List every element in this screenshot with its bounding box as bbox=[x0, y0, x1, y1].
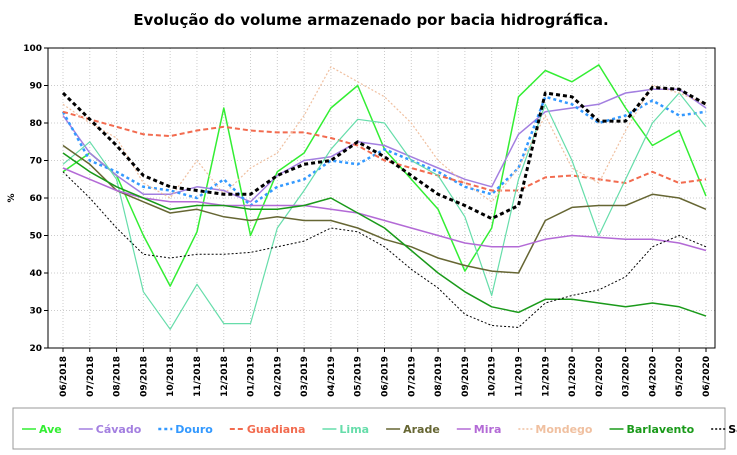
legend: Ave Cávado Douro Guadiana Lima Arade Mira Monde… bbox=[22, 423, 737, 436]
legend-label: Barlavento bbox=[626, 423, 694, 436]
x-tick-label: 11/2019 bbox=[514, 356, 524, 397]
series-line-tejo bbox=[61, 85, 707, 221]
x-tick-label: 04/2020 bbox=[648, 356, 658, 397]
x-axis: 06/2018 07/2018 08/2018 09/2018 10/2018 11/20… bbox=[59, 348, 712, 397]
x-tick-label: 02/2019 bbox=[273, 356, 283, 397]
x-tick-label: 09/2019 bbox=[461, 356, 471, 397]
y-axis-label: % bbox=[7, 193, 17, 202]
legend-item-sado: Sado bbox=[711, 423, 737, 436]
x-tick-label: 05/2020 bbox=[675, 356, 685, 397]
legend-box bbox=[12, 407, 726, 450]
x-tick-label: 02/2020 bbox=[595, 356, 605, 397]
legend-item-douro: Douro bbox=[158, 423, 213, 436]
x-tick-label: 10/2018 bbox=[166, 356, 176, 397]
x-tick-label: 03/2020 bbox=[622, 356, 632, 397]
x-tick-label: 10/2019 bbox=[488, 356, 498, 397]
y-tick-label: 100 bbox=[23, 44, 42, 54]
series-line-mondego bbox=[62, 66, 707, 203]
series-line-sado bbox=[62, 171, 707, 328]
series-line-barlavento bbox=[62, 152, 707, 317]
legend-label: Mira bbox=[474, 423, 502, 436]
x-tick-label: 06/2019 bbox=[381, 356, 391, 397]
legend-label: Arade bbox=[403, 423, 440, 436]
legend-item-arade: Arade bbox=[386, 423, 440, 436]
x-tick-label: 07/2019 bbox=[407, 356, 417, 397]
legend-label: Ave bbox=[39, 423, 62, 436]
series-line-guadiana bbox=[62, 110, 707, 192]
legend-label: Douro bbox=[175, 423, 213, 436]
x-tick-label: 03/2019 bbox=[300, 356, 310, 397]
y-tick-label: 50 bbox=[29, 232, 42, 242]
y-tick-label: 40 bbox=[29, 269, 42, 279]
chart-title: Evolução do volume armazenado por bacia … bbox=[133, 11, 608, 29]
y-tick-label: 60 bbox=[29, 194, 42, 204]
x-tick-label: 04/2019 bbox=[327, 356, 337, 397]
y-tick-label: 90 bbox=[29, 82, 42, 92]
x-tick-label: 09/2018 bbox=[139, 356, 149, 397]
x-tick-label: 06/2020 bbox=[702, 356, 712, 397]
legend-item-guadiana: Guadiana bbox=[229, 423, 306, 436]
legend-item-mondego: Mondego bbox=[518, 423, 593, 436]
legend-item-barlavento: Barlavento bbox=[609, 423, 695, 436]
series-line-mira bbox=[62, 167, 707, 252]
x-tick-label: 08/2019 bbox=[434, 356, 444, 397]
x-tick-label: 06/2018 bbox=[59, 356, 69, 397]
series-line-lima bbox=[62, 92, 707, 330]
series-lines bbox=[61, 64, 707, 330]
x-tick-label: 07/2018 bbox=[86, 356, 96, 397]
x-tick-label: 12/2018 bbox=[220, 356, 230, 397]
y-tick-label: 20 bbox=[29, 344, 42, 354]
legend-item-cávado: Cávado bbox=[78, 423, 142, 436]
x-tick-label: 08/2018 bbox=[113, 356, 123, 397]
legend-item-mira: Mira bbox=[456, 423, 502, 436]
legend-label: Lima bbox=[339, 423, 369, 436]
x-tick-label: 12/2019 bbox=[541, 356, 551, 397]
x-tick-label: 11/2018 bbox=[193, 356, 203, 397]
y-tick-label: 30 bbox=[29, 307, 42, 317]
legend-item-lima: Lima bbox=[322, 423, 369, 436]
y-tick-label: 70 bbox=[29, 157, 42, 167]
series-line-douro bbox=[61, 95, 707, 207]
legend-label: Guadiana bbox=[247, 423, 306, 436]
legend-label: Mondego bbox=[535, 423, 593, 436]
x-tick-label: 01/2019 bbox=[247, 356, 257, 397]
legend-label: Sado bbox=[728, 423, 737, 436]
legend-item-ave: Ave bbox=[22, 423, 62, 436]
x-tick-label: 05/2019 bbox=[354, 356, 364, 397]
y-axis: 20 30 40 50 60 70 80 90 100 bbox=[23, 44, 48, 354]
series-line-arade bbox=[62, 144, 707, 274]
legend-label: Cávado bbox=[96, 423, 142, 436]
y-tick-label: 80 bbox=[29, 119, 42, 129]
x-tick-label: 01/2020 bbox=[568, 356, 578, 397]
series-line-cávado bbox=[62, 88, 707, 203]
